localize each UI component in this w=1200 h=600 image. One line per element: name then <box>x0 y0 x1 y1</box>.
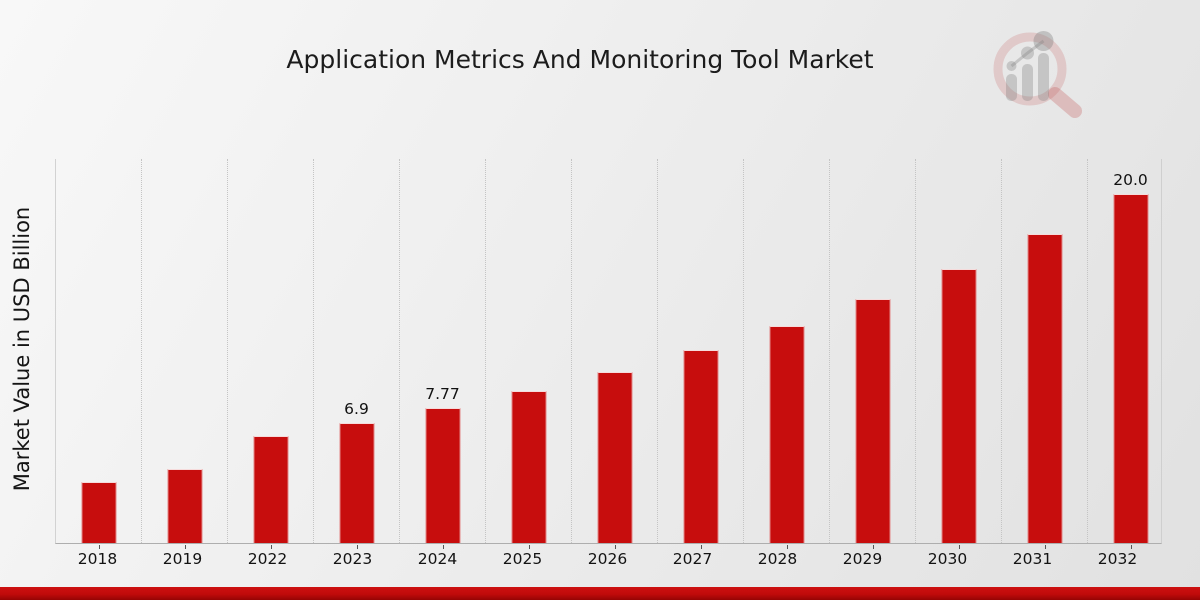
chart-column <box>916 159 1002 549</box>
chart-column <box>142 159 228 549</box>
x-tick-label-2028: 2028 <box>757 550 798 568</box>
x-tick-label-2018: 2018 <box>77 550 118 568</box>
axis-tick <box>786 544 788 549</box>
bar-2029 <box>855 299 890 543</box>
chart-column <box>56 159 142 549</box>
footer-red-band <box>0 587 1200 600</box>
chart-column <box>658 159 744 549</box>
axis-tick <box>872 544 874 549</box>
chart-column <box>1002 159 1088 549</box>
bar-2023 <box>339 423 374 543</box>
bar-2026 <box>597 372 632 543</box>
bar-2018 <box>81 482 116 543</box>
x-tick-label-2030: 2030 <box>927 550 968 568</box>
y-axis-label: Market Value in USD Billion <box>10 206 34 492</box>
logo-magnifier-ring <box>993 32 1067 106</box>
bar-2030 <box>941 269 976 543</box>
x-axis-labels: 2018 2019 2022 2023 2024 2025 2026 2027 2028 2029… <box>55 550 1160 568</box>
x-tick-label-2032: 2032 <box>1097 550 1138 568</box>
logo-bar-large <box>1038 53 1049 101</box>
axis-tick <box>700 544 702 549</box>
chart-title: Application Metrics And Monitoring Tool … <box>286 45 874 74</box>
x-tick-label-2029: 2029 <box>842 550 883 568</box>
logo-bar-medium <box>1022 64 1033 101</box>
bar-value-label: 6.9 <box>344 400 369 418</box>
bar-2019 <box>167 469 202 543</box>
logo-dot-medium <box>1021 46 1034 60</box>
bar-2032 <box>1113 194 1148 543</box>
x-tick-label-2026: 2026 <box>587 550 628 568</box>
x-tick-label-2019: 2019 <box>162 550 203 568</box>
chart-column <box>228 159 314 549</box>
axis-tick <box>184 544 186 549</box>
x-tick-label-2023: 2023 <box>332 550 373 568</box>
bar-value-label: 20.0 <box>1113 171 1148 189</box>
x-tick-label-2031: 2031 <box>1012 550 1053 568</box>
axis-tick <box>270 544 272 549</box>
axis-tick <box>528 544 530 549</box>
axis-tick <box>356 544 358 549</box>
axis-tick <box>442 544 444 549</box>
chart-column: 7.77 <box>400 159 486 549</box>
bar-2031 <box>1027 234 1062 543</box>
x-tick-label-2022: 2022 <box>247 550 288 568</box>
x-tick-label-2025: 2025 <box>502 550 543 568</box>
axis-tick <box>958 544 960 549</box>
bar-2027 <box>683 350 718 543</box>
chart-column <box>830 159 916 549</box>
axis-tick <box>1044 544 1046 549</box>
bar-2028 <box>769 326 804 543</box>
chart-column <box>572 159 658 549</box>
logo-magnifier-handle <box>1048 87 1082 118</box>
logo-trend-line <box>1010 39 1045 68</box>
logo-dot-small <box>1006 61 1017 71</box>
magnifier-bar-chart-logo-icon <box>993 31 1082 118</box>
bar-2025 <box>511 391 546 543</box>
bar-2022 <box>253 436 288 543</box>
x-tick-label-2024: 2024 <box>417 550 458 568</box>
axis-tick <box>614 544 616 549</box>
logo-bar-small <box>1006 74 1017 101</box>
chart-column: 6.9 <box>314 159 400 549</box>
chart-column: 20.0 <box>1088 159 1173 549</box>
axis-tick <box>1130 544 1132 549</box>
chart-column <box>486 159 572 549</box>
plot-area: 6.9 7.77 20.0 <box>55 159 1162 549</box>
x-tick-label-2027: 2027 <box>672 550 713 568</box>
bar-value-label: 7.77 <box>425 385 460 403</box>
bar-2024 <box>425 408 460 543</box>
logo-dot-large <box>1033 31 1054 51</box>
axis-tick <box>98 544 100 549</box>
chart-column <box>744 159 830 549</box>
